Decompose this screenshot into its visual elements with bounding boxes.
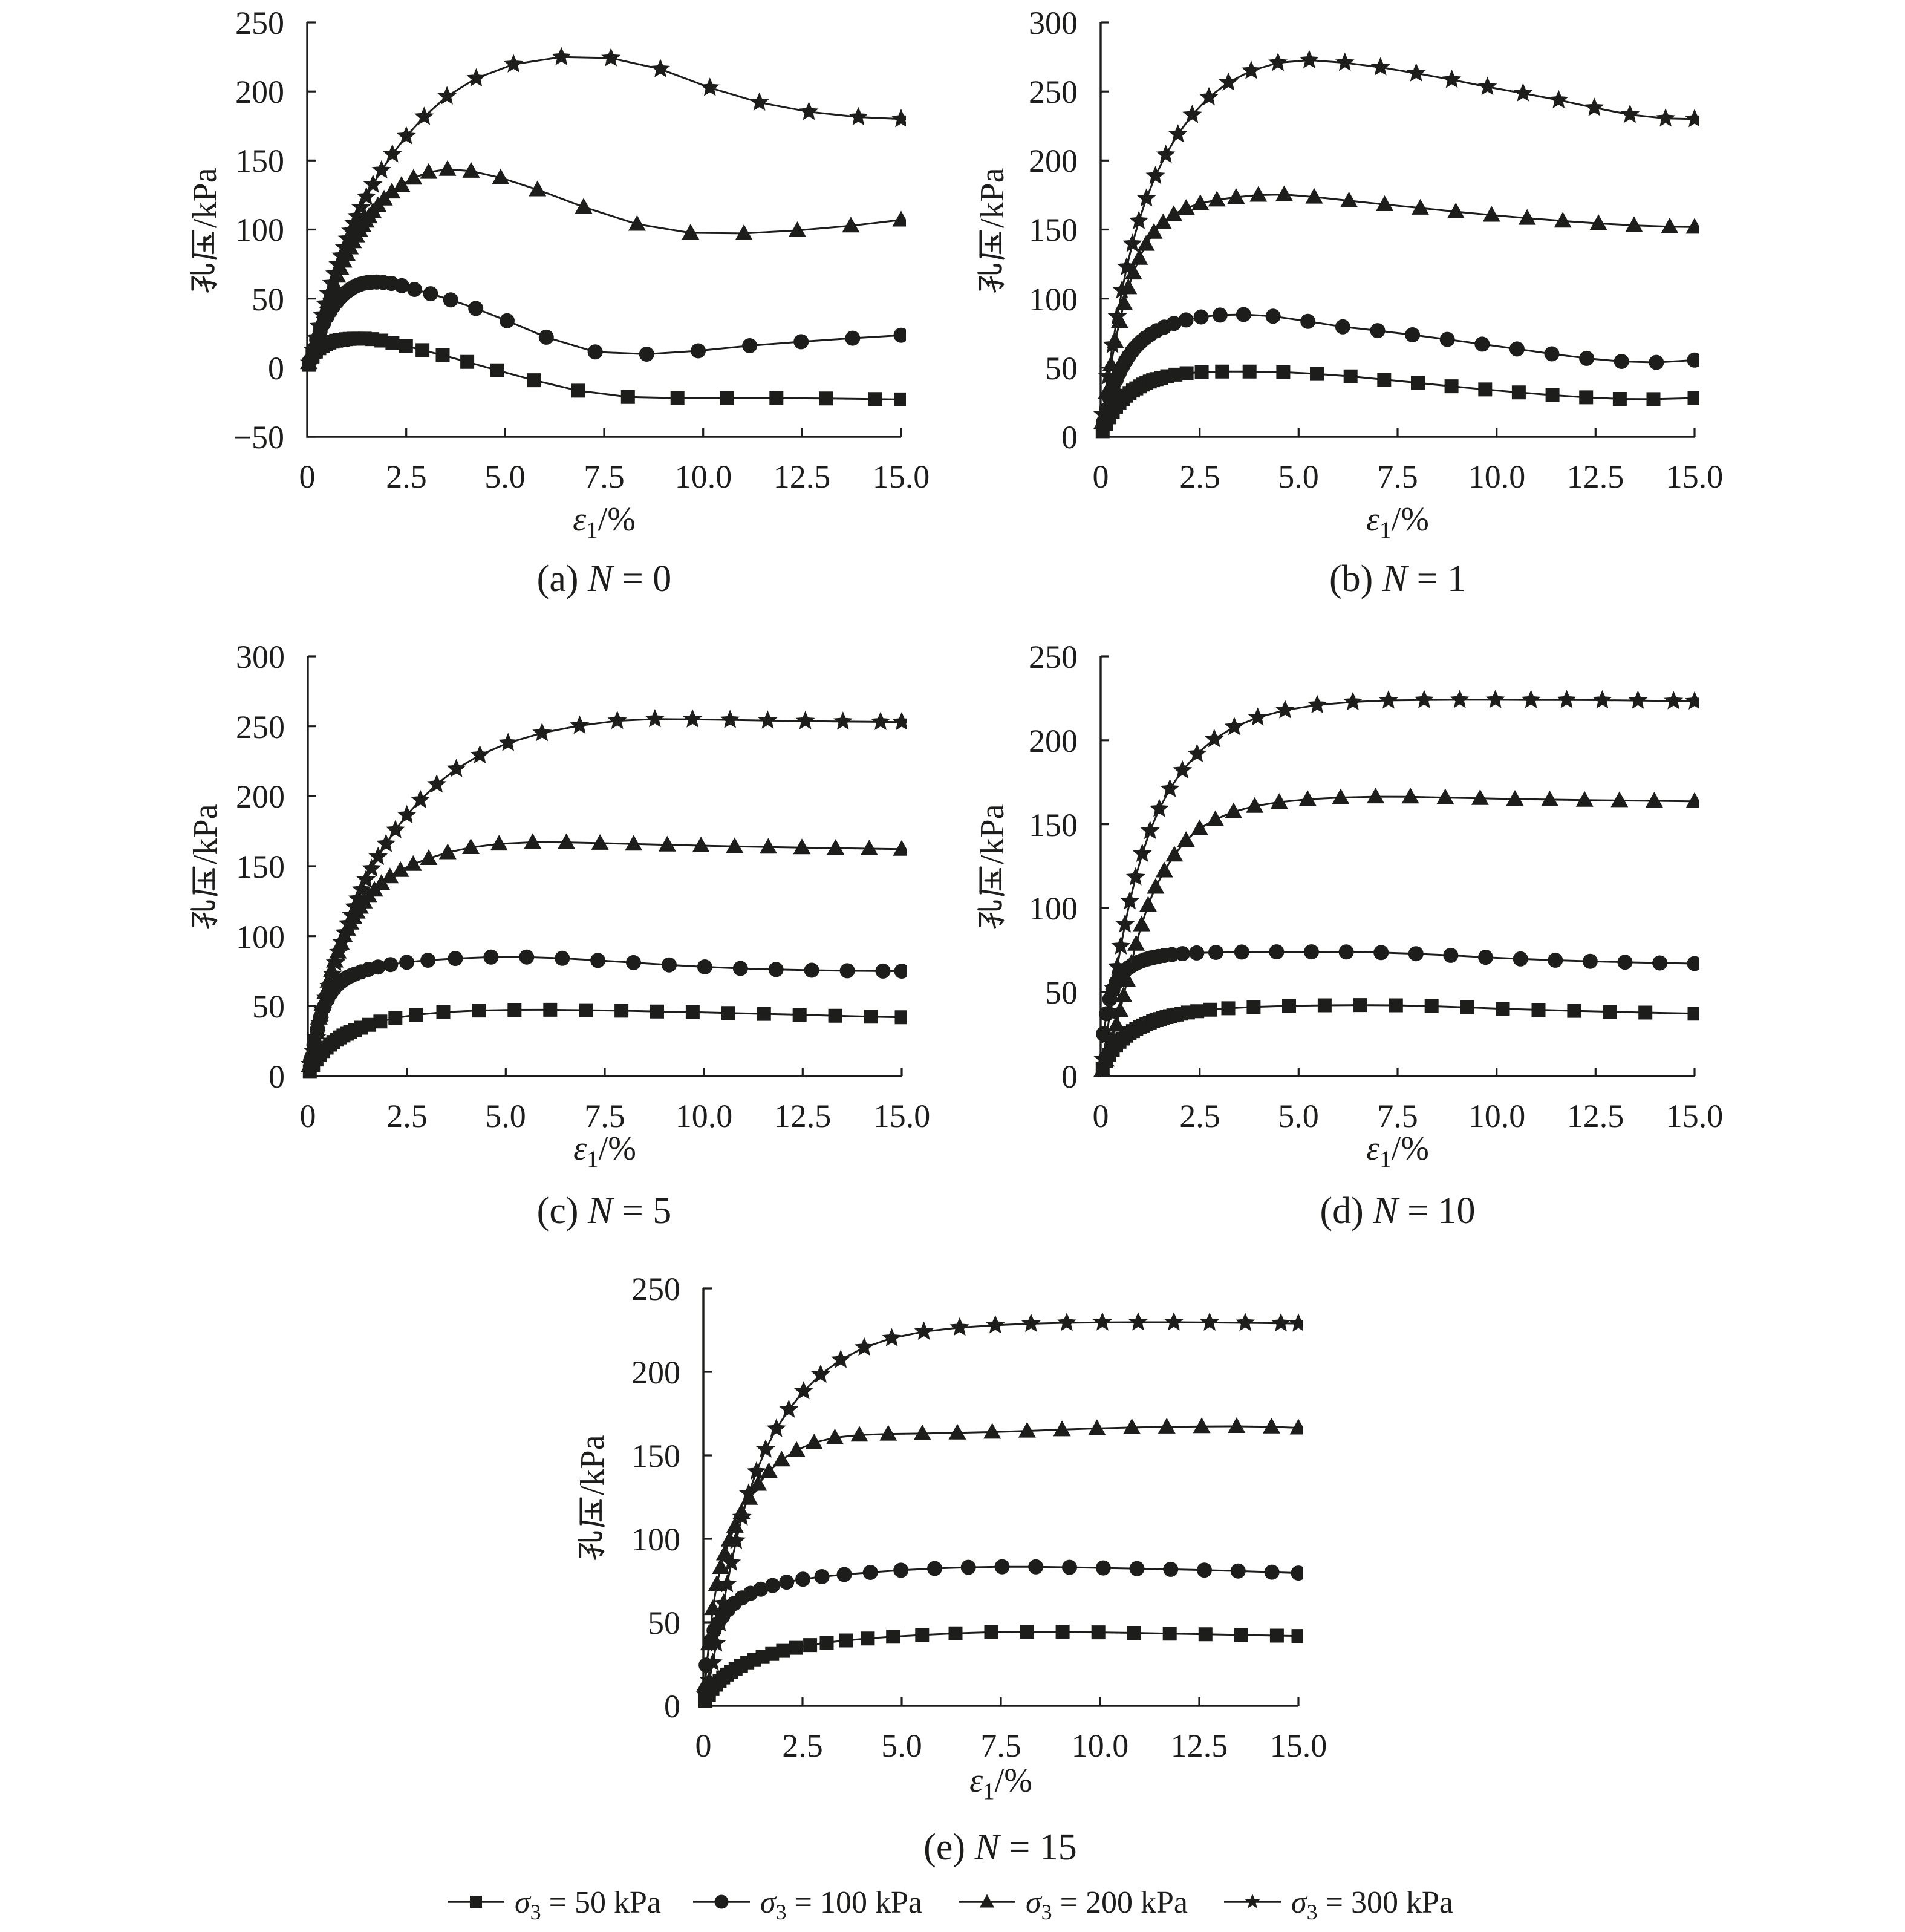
svg-text:/kPa: /kPa xyxy=(187,804,224,864)
svg-text:250: 250 xyxy=(1029,74,1078,110)
svg-text:ε1/%: ε1/% xyxy=(1366,1130,1429,1172)
svg-text:−50: −50 xyxy=(233,419,284,455)
svg-text:2.5: 2.5 xyxy=(1179,459,1220,495)
svg-text:5.0: 5.0 xyxy=(881,1728,922,1764)
svg-text:5.0: 5.0 xyxy=(1278,459,1319,495)
svg-text:ε1/%: ε1/% xyxy=(969,1762,1032,1804)
svg-text:100: 100 xyxy=(1029,281,1078,318)
svg-text:50: 50 xyxy=(252,281,284,318)
svg-text:150: 150 xyxy=(1029,212,1078,248)
svg-text:12.5: 12.5 xyxy=(773,459,831,495)
svg-text:(b) N = 1: (b) N = 1 xyxy=(1329,558,1466,599)
svg-text:50: 50 xyxy=(252,988,285,1025)
svg-text:100: 100 xyxy=(631,1521,680,1558)
svg-text:10.0: 10.0 xyxy=(676,1098,733,1134)
svg-text:(c) N = 5: (c) N = 5 xyxy=(537,1190,672,1232)
svg-text:200: 200 xyxy=(235,74,284,110)
svg-text:σ3 = 50 kPa: σ3 = 50 kPa xyxy=(515,1885,661,1924)
svg-text:200: 200 xyxy=(631,1354,680,1391)
svg-text:0: 0 xyxy=(664,1688,680,1725)
svg-text:100: 100 xyxy=(235,212,284,248)
svg-text:/kPa: /kPa xyxy=(974,804,1011,864)
svg-text:10.0: 10.0 xyxy=(675,459,732,495)
svg-text:/kPa: /kPa xyxy=(574,1435,611,1495)
svg-text:200: 200 xyxy=(1029,723,1078,759)
svg-text:12.5: 12.5 xyxy=(1567,459,1624,495)
svg-text:50: 50 xyxy=(1045,350,1078,387)
svg-text:15.0: 15.0 xyxy=(1666,459,1724,495)
svg-text:50: 50 xyxy=(1045,974,1078,1011)
svg-text:250: 250 xyxy=(235,5,284,41)
svg-text:σ3 = 200 kPa: σ3 = 200 kPa xyxy=(1026,1885,1188,1924)
svg-text:15.0: 15.0 xyxy=(1270,1728,1327,1764)
svg-text:0: 0 xyxy=(1093,459,1109,495)
svg-text:250: 250 xyxy=(631,1271,680,1307)
svg-text:100: 100 xyxy=(236,919,285,955)
svg-text:0: 0 xyxy=(1093,1098,1109,1134)
svg-text:2.5: 2.5 xyxy=(386,1098,428,1134)
svg-text:0: 0 xyxy=(1061,1059,1078,1095)
svg-text:150: 150 xyxy=(236,849,285,885)
svg-text:0: 0 xyxy=(695,1728,712,1764)
svg-text:12.5: 12.5 xyxy=(1567,1098,1624,1134)
svg-text:2.5: 2.5 xyxy=(386,459,427,495)
svg-text:7.5: 7.5 xyxy=(980,1728,1021,1764)
svg-text:15.0: 15.0 xyxy=(873,459,930,495)
svg-text:250: 250 xyxy=(1029,639,1078,675)
svg-text:0: 0 xyxy=(1061,419,1078,455)
svg-text:5.0: 5.0 xyxy=(1278,1098,1319,1134)
svg-text:(a) N = 0: (a) N = 0 xyxy=(537,558,672,599)
svg-text:7.5: 7.5 xyxy=(584,1098,625,1134)
svg-text:12.5: 12.5 xyxy=(1171,1728,1228,1764)
svg-text:150: 150 xyxy=(631,1438,680,1474)
svg-text:15.0: 15.0 xyxy=(873,1098,931,1134)
svg-text:300: 300 xyxy=(1029,5,1078,41)
svg-text:ε1/%: ε1/% xyxy=(1366,501,1429,543)
svg-text:/kPa: /kPa xyxy=(186,168,224,228)
svg-text:σ3 = 300 kPa: σ3 = 300 kPa xyxy=(1291,1885,1453,1924)
svg-text:/kPa: /kPa xyxy=(974,168,1011,228)
svg-text:150: 150 xyxy=(235,143,284,179)
svg-text:200: 200 xyxy=(1029,143,1078,179)
svg-text:250: 250 xyxy=(236,709,285,745)
svg-text:(d) N = 10: (d) N = 10 xyxy=(1320,1190,1475,1232)
svg-text:200: 200 xyxy=(236,778,285,815)
svg-text:0: 0 xyxy=(300,1098,316,1134)
svg-text:12.5: 12.5 xyxy=(774,1098,832,1134)
svg-text:0: 0 xyxy=(268,350,284,387)
svg-text:5.0: 5.0 xyxy=(485,1098,526,1134)
svg-text:ε1/%: ε1/% xyxy=(573,501,636,543)
svg-text:15.0: 15.0 xyxy=(1666,1098,1724,1134)
svg-text:100: 100 xyxy=(1029,890,1078,927)
svg-text:(e) N = 15: (e) N = 15 xyxy=(923,1827,1077,1868)
svg-text:0: 0 xyxy=(299,459,316,495)
svg-text:10.0: 10.0 xyxy=(1468,459,1526,495)
svg-text:2.5: 2.5 xyxy=(1179,1098,1220,1134)
svg-text:σ3 = 100 kPa: σ3 = 100 kPa xyxy=(760,1885,922,1924)
svg-text:7.5: 7.5 xyxy=(1377,1098,1418,1134)
svg-text:2.5: 2.5 xyxy=(782,1728,823,1764)
svg-text:0: 0 xyxy=(269,1059,285,1095)
svg-text:10.0: 10.0 xyxy=(1072,1728,1129,1764)
svg-text:150: 150 xyxy=(1029,807,1078,843)
svg-text:7.5: 7.5 xyxy=(1377,459,1418,495)
svg-text:10.0: 10.0 xyxy=(1468,1098,1526,1134)
svg-text:7.5: 7.5 xyxy=(584,459,625,495)
svg-text:50: 50 xyxy=(648,1605,680,1641)
svg-text:5.0: 5.0 xyxy=(484,459,526,495)
svg-text:300: 300 xyxy=(236,639,285,675)
svg-text:ε1/%: ε1/% xyxy=(573,1130,636,1172)
